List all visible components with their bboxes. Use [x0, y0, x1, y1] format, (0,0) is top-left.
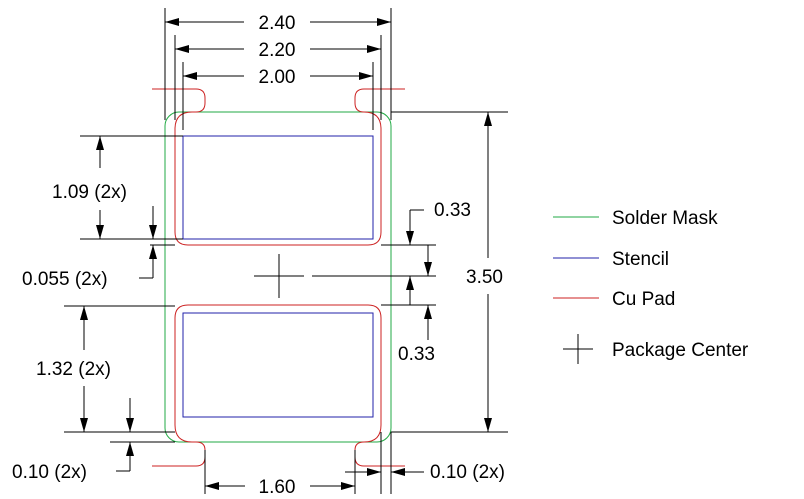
legend: Solder Mask Stencil Cu Pad Package Cente… — [553, 208, 749, 364]
dim-lines-left-top — [80, 135, 183, 279]
dim-label-033-bottom: 0.33 — [398, 344, 435, 365]
dim-label-010-left: 0.10 (2x) — [12, 462, 87, 483]
solder-mask-outline — [164, 111, 392, 443]
legend-cross-icon — [563, 334, 593, 364]
dim-label-240: 2.40 — [259, 13, 296, 34]
dim-arrows-top — [165, 18, 391, 80]
dim-arrows-center — [406, 231, 432, 319]
legend-label-package-center: Package Center — [612, 340, 749, 361]
dim-lines-bottom — [204, 432, 424, 494]
dim-arrows-height — [484, 112, 492, 432]
dim-label-220: 2.20 — [259, 40, 296, 61]
dim-label-160: 1.60 — [259, 477, 296, 498]
dim-label-350: 3.50 — [466, 267, 503, 288]
legend-label-stencil: Stencil — [612, 249, 669, 270]
dim-lines-left-bottom — [64, 305, 175, 472]
legend-label-cu-pad: Cu Pad — [612, 289, 675, 310]
package-center-mark — [254, 254, 304, 298]
dim-label-200: 2.00 — [259, 67, 296, 88]
dim-arrows-bottom — [205, 468, 405, 490]
dim-arrows-left-top — [96, 136, 157, 259]
dim-label-132: 1.32 (2x) — [36, 359, 111, 380]
dim-label-010-right: 0.10 (2x) — [430, 462, 505, 483]
legend-label-solder-mask: Solder Mask — [612, 208, 718, 229]
dim-label-0055: 0.055 (2x) — [22, 269, 108, 290]
stencil-top — [182, 135, 374, 240]
dim-lines-height — [391, 111, 508, 433]
stencil-bottom — [182, 312, 374, 418]
dim-label-109: 1.09 (2x) — [52, 182, 127, 203]
cu-pad-top — [152, 88, 405, 246]
dim-label-033-top: 0.33 — [434, 200, 471, 221]
dim-arrows-left-bottom — [80, 306, 134, 456]
cu-pad-bottom — [152, 304, 405, 467]
